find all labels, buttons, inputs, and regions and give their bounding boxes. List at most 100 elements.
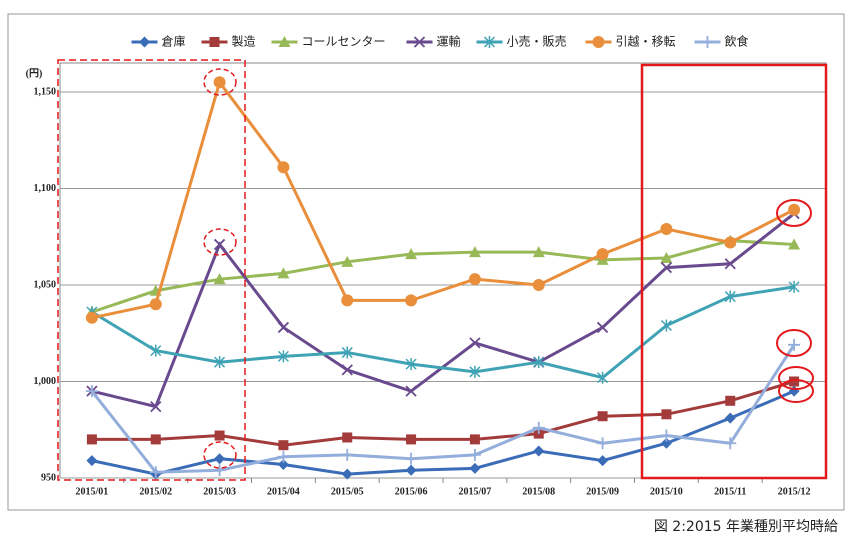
point	[533, 356, 545, 369]
point	[341, 255, 354, 267]
legend-label: 引越・移転	[616, 35, 676, 49]
series-line	[91, 212, 796, 409]
point	[213, 273, 226, 285]
point	[788, 280, 800, 293]
y-unit: (円)	[26, 67, 43, 79]
series-line	[91, 239, 795, 314]
point	[277, 458, 289, 470]
point	[468, 246, 481, 258]
point	[788, 238, 801, 250]
point	[724, 236, 737, 249]
point	[660, 251, 673, 263]
series-line	[91, 389, 795, 476]
x-tick-label: 2015/09	[586, 486, 619, 497]
point	[213, 238, 226, 251]
point	[413, 36, 426, 48]
point	[469, 337, 481, 349]
legend-label: 製造	[232, 35, 256, 49]
point	[85, 385, 98, 398]
point	[86, 455, 98, 467]
point	[468, 448, 481, 461]
legend-label: 小売・販売	[507, 34, 567, 49]
point	[483, 36, 496, 48]
point	[532, 246, 545, 258]
point	[150, 344, 162, 357]
point	[278, 36, 291, 47]
point	[405, 385, 417, 397]
y-tick-label: 1,050	[34, 279, 57, 290]
point	[406, 434, 417, 445]
point	[341, 364, 353, 376]
point	[789, 376, 800, 387]
point	[469, 462, 481, 474]
point	[277, 450, 290, 463]
point	[405, 248, 418, 260]
annotations	[57, 59, 828, 481]
legend-label: コールセンター	[302, 35, 386, 49]
point	[277, 267, 290, 279]
point	[661, 409, 672, 420]
point	[788, 203, 801, 216]
point	[342, 432, 353, 443]
point	[214, 430, 225, 441]
point	[150, 400, 162, 413]
point	[725, 395, 736, 406]
point	[214, 356, 226, 369]
legend-label: 飲食	[725, 34, 749, 49]
highlight-circle	[776, 199, 812, 227]
point	[341, 448, 354, 461]
point	[597, 455, 609, 467]
highlight-circle	[203, 441, 237, 469]
point	[149, 466, 162, 479]
y-tick-label: 1,000	[34, 376, 57, 387]
point	[277, 161, 290, 174]
point	[596, 437, 609, 450]
highlight-circle	[203, 228, 237, 256]
point	[213, 464, 226, 477]
chart-frame	[7, 13, 845, 511]
point	[209, 37, 220, 47]
highlight-circle	[776, 329, 812, 357]
highlight-box	[640, 63, 828, 480]
point	[788, 338, 801, 351]
point	[405, 294, 418, 307]
point	[469, 365, 481, 378]
point	[86, 434, 97, 445]
y-tick-label: 1,100	[34, 183, 57, 194]
highlight-box	[57, 59, 246, 481]
point	[278, 440, 289, 451]
point	[596, 321, 609, 334]
point	[468, 273, 481, 286]
point	[469, 434, 480, 445]
point	[701, 36, 714, 48]
point	[532, 278, 545, 291]
x-tick-label: 2015/07	[459, 486, 492, 497]
highlight-circle	[778, 366, 814, 390]
point	[139, 36, 150, 48]
point	[660, 261, 673, 274]
point	[660, 429, 673, 442]
point	[660, 437, 672, 449]
point	[214, 453, 226, 465]
point	[85, 311, 98, 324]
y-tick-label: 1,150	[34, 86, 57, 97]
x-tick-label: 2015/12	[778, 486, 811, 497]
point	[724, 437, 737, 450]
point	[532, 421, 545, 434]
plot-area	[59, 62, 827, 479]
point	[592, 36, 605, 48]
highlight-circle	[203, 68, 237, 96]
point	[660, 223, 673, 235]
x-tick-label: 2015/05	[331, 486, 364, 497]
point	[405, 464, 417, 476]
point	[597, 371, 609, 384]
point	[724, 290, 736, 303]
x-tick-label: 2015/04	[267, 486, 300, 497]
series-line	[91, 285, 795, 380]
point	[341, 294, 354, 307]
legend-label: 倉庫	[162, 34, 186, 49]
highlight-circle	[778, 379, 814, 403]
point	[213, 76, 226, 89]
point	[660, 319, 672, 332]
legend-label: 運輸	[437, 34, 461, 49]
